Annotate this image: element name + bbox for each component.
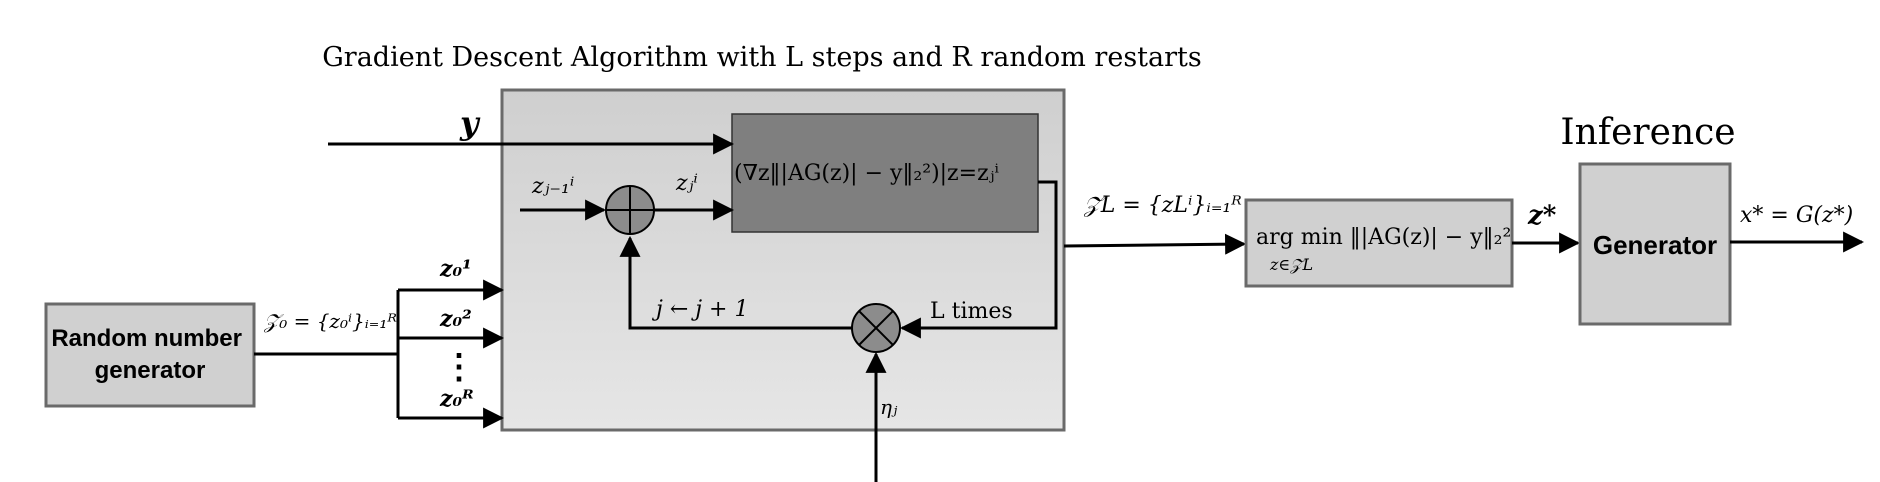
gradient-expression: (∇z‖|AG(z)| − y‖₂²)|z=zⱼⁱ [734,161,999,186]
argmin-subscript: z∈𝒵L [1269,255,1313,274]
multiply-node-d2 [858,310,894,346]
z-curr-label: zⱼⁱ [675,171,698,196]
x-star-label: x* = G(z*) [1740,203,1853,228]
z01-label: z₀¹ [439,256,472,282]
generator-label: Generator [1593,230,1717,260]
generator-block [1578,162,1732,326]
y-input-label: y [459,104,481,142]
argmin-block [1244,198,1514,288]
zl-set-label: 𝒵L = {zLⁱ}ᵢ₌₁ᴿ [1083,193,1242,218]
z-star-label: z* [1527,201,1557,231]
update-label: j ← j + 1 [651,297,748,322]
l-times-label: L times [930,299,1013,324]
gradient-block [731,113,1039,233]
loop-path-right [899,180,1058,339]
argmin-expression: arg min ‖|AG(z)| − y‖₂² [1256,225,1511,250]
loop-path-left [619,235,852,330]
inference-label: Inference [1560,112,1735,153]
z0-set-label: 𝒵₀ = {z₀ⁱ}ᵢ₌₁ᴿ [263,309,397,333]
z0R-label: z₀ᴿ [439,386,474,412]
random-number-generator-block [44,302,256,408]
z02-label: z₀² [439,306,472,332]
zl-arrow [1063,233,1247,255]
vdots-label: ⋮ [442,347,476,387]
diagram-title: Gradient Descent Algorithm with L steps … [322,42,1202,73]
random-number-generator-label: Random number generator [51,325,248,384]
eta-label: ηⱼ [880,395,898,419]
z-prev-label: zⱼ₋₁ⁱ [531,174,574,199]
